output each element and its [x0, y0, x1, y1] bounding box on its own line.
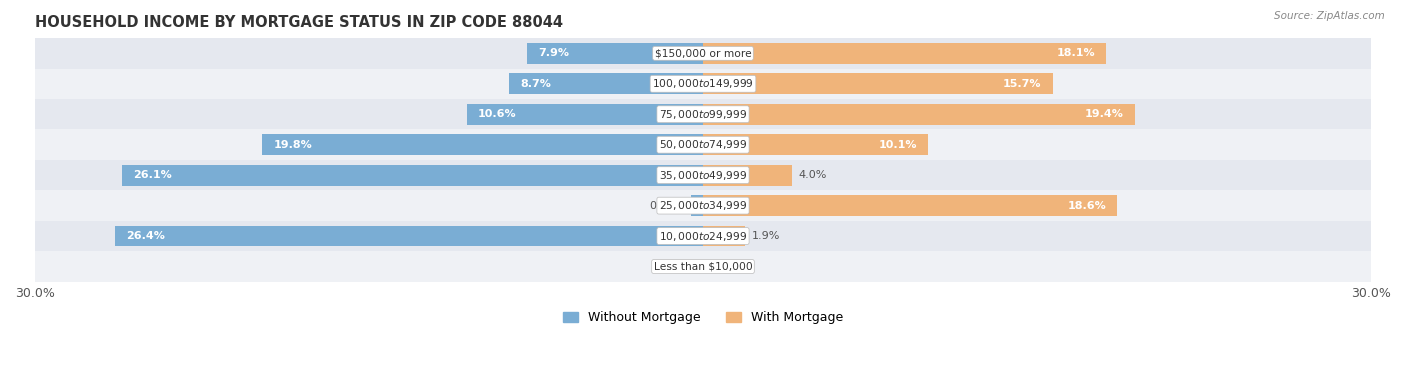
Text: 8.7%: 8.7%: [520, 79, 551, 89]
Text: Less than $10,000: Less than $10,000: [654, 262, 752, 271]
Bar: [703, 165, 792, 185]
Bar: [35, 221, 1371, 251]
Bar: [703, 74, 1053, 94]
Text: $100,000 to $149,999: $100,000 to $149,999: [652, 77, 754, 90]
Bar: [35, 99, 1371, 129]
Text: 26.1%: 26.1%: [134, 170, 172, 180]
Text: 0.0%: 0.0%: [711, 262, 740, 271]
Bar: [690, 195, 703, 216]
Text: $10,000 to $24,999: $10,000 to $24,999: [659, 230, 747, 242]
Text: 19.4%: 19.4%: [1085, 109, 1123, 119]
Text: 4.0%: 4.0%: [799, 170, 827, 180]
Text: 7.9%: 7.9%: [538, 48, 569, 58]
Bar: [467, 104, 703, 125]
Bar: [527, 43, 703, 64]
Bar: [35, 160, 1371, 190]
Text: 18.1%: 18.1%: [1056, 48, 1095, 58]
Text: $25,000 to $34,999: $25,000 to $34,999: [659, 199, 747, 212]
Bar: [703, 43, 1107, 64]
Text: 10.6%: 10.6%: [478, 109, 517, 119]
Text: 0.54%: 0.54%: [650, 201, 685, 211]
Text: $75,000 to $99,999: $75,000 to $99,999: [659, 108, 747, 121]
Text: 15.7%: 15.7%: [1002, 79, 1042, 89]
Text: 26.4%: 26.4%: [127, 231, 165, 241]
Bar: [35, 69, 1371, 99]
Bar: [115, 226, 703, 247]
Text: $50,000 to $74,999: $50,000 to $74,999: [659, 138, 747, 151]
Bar: [703, 226, 745, 247]
Text: 1.9%: 1.9%: [752, 231, 780, 241]
Bar: [703, 104, 1135, 125]
Bar: [35, 38, 1371, 69]
Bar: [703, 134, 928, 155]
Text: HOUSEHOLD INCOME BY MORTGAGE STATUS IN ZIP CODE 88044: HOUSEHOLD INCOME BY MORTGAGE STATUS IN Z…: [35, 15, 562, 30]
Text: 18.6%: 18.6%: [1067, 201, 1107, 211]
Bar: [703, 195, 1118, 216]
Text: 10.1%: 10.1%: [879, 140, 917, 150]
Text: Source: ZipAtlas.com: Source: ZipAtlas.com: [1274, 11, 1385, 21]
Text: 0.0%: 0.0%: [666, 262, 695, 271]
Bar: [262, 134, 703, 155]
Legend: Without Mortgage, With Mortgage: Without Mortgage, With Mortgage: [558, 306, 848, 329]
Bar: [509, 74, 703, 94]
Bar: [122, 165, 703, 185]
Bar: [35, 129, 1371, 160]
Bar: [35, 251, 1371, 282]
Bar: [35, 190, 1371, 221]
Text: $35,000 to $49,999: $35,000 to $49,999: [659, 169, 747, 182]
Text: $150,000 or more: $150,000 or more: [655, 48, 751, 58]
Text: 19.8%: 19.8%: [273, 140, 312, 150]
